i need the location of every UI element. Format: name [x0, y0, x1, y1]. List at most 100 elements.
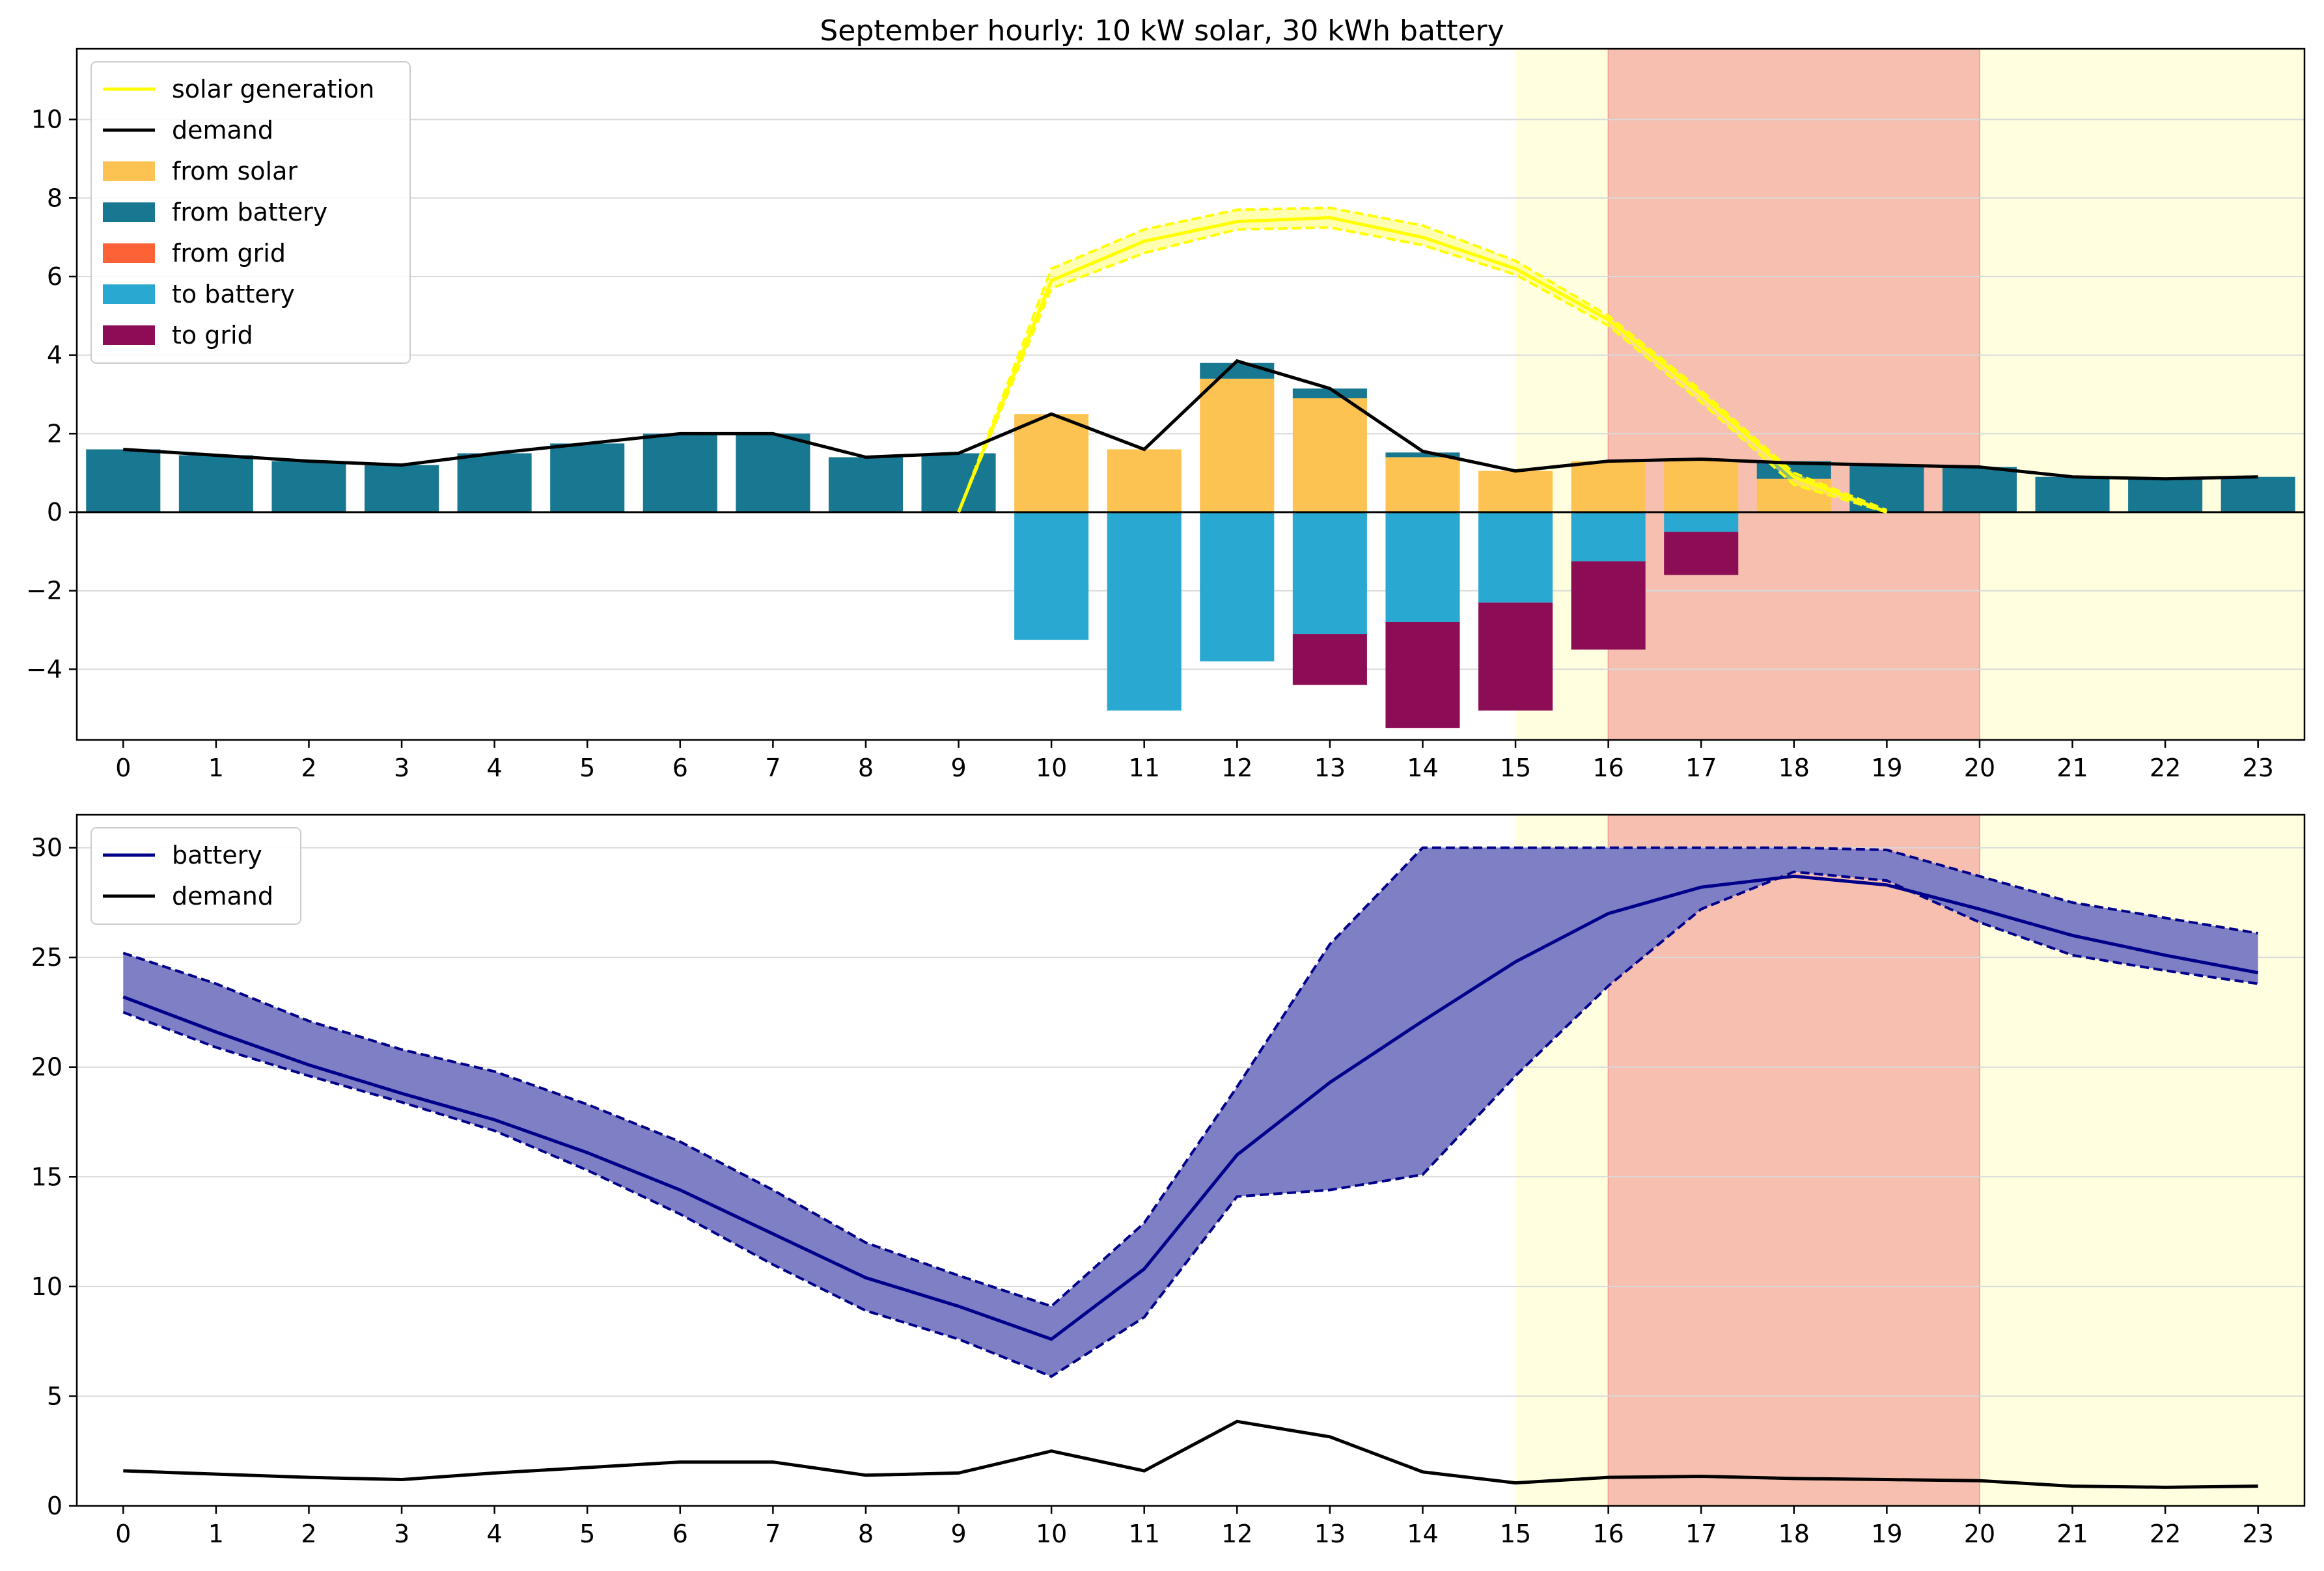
x-tick-label: 12	[1221, 1520, 1252, 1548]
legend-swatch-to-grid	[103, 325, 155, 345]
plot-area	[77, 49, 2304, 740]
legend-swatch-from-solar	[103, 161, 155, 181]
legend-label: solar generation	[172, 75, 374, 103]
x-tick-label: 1	[208, 754, 224, 782]
bar-from-battery	[550, 443, 625, 513]
bar-to-battery	[1014, 512, 1089, 640]
bar-from-solar	[1014, 414, 1089, 513]
x-tick-label: 0	[115, 754, 131, 782]
x-tick-label: 16	[1592, 1520, 1624, 1548]
y-tick-label: −2	[26, 577, 62, 605]
bar-from-solar	[1478, 471, 1553, 513]
line-battery	[122, 874, 2259, 1341]
bar-to-battery	[1200, 512, 1275, 662]
band-battery	[123, 847, 2258, 1377]
plot-area	[77, 815, 2304, 1506]
x-tick-label: 15	[1500, 754, 1531, 782]
bar-from-battery	[1385, 452, 1460, 458]
bar-from-solar	[1385, 457, 1460, 513]
bar-to-battery	[1478, 512, 1553, 603]
x-tick-label: 3	[394, 754, 409, 782]
x-tick-label: 3	[394, 1520, 409, 1548]
x-tick-label: 11	[1129, 754, 1160, 782]
x-tick-label: 22	[2150, 754, 2181, 782]
bar-to-battery	[1385, 512, 1460, 622]
bar-from-battery	[2128, 478, 2203, 513]
x-tick-label: 10	[1036, 1520, 1067, 1548]
bar-from-battery	[2035, 476, 2110, 513]
x-tick-label: 23	[2243, 1520, 2274, 1548]
bar-from-battery	[828, 457, 903, 513]
legend-label: battery	[172, 841, 262, 869]
line-demand	[123, 359, 2258, 481]
x-tick-label: 13	[1314, 1520, 1346, 1548]
x-tick-label: 16	[1592, 754, 1624, 782]
x-tick-label: 15	[1500, 1520, 1531, 1548]
figure-title: September hourly: 10 kW solar, 30 kWh ba…	[820, 14, 1504, 48]
x-tick-label: 6	[672, 1520, 688, 1548]
x-tick-label: 14	[1407, 754, 1438, 782]
bar-from-battery	[86, 449, 161, 513]
x-tick-label: 20	[1964, 754, 1995, 782]
x-tick-label: 7	[765, 754, 781, 782]
bar-to-battery	[1292, 512, 1367, 635]
axes-frame	[76, 813, 2306, 1507]
bar-to-grid	[1664, 532, 1739, 575]
bar-from-battery	[365, 465, 439, 513]
x-tick-label: 13	[1314, 754, 1346, 782]
band-solar-generation	[958, 208, 1887, 513]
bar-from-solar	[1292, 398, 1367, 513]
x-tick-label: 5	[579, 1520, 595, 1548]
y-tick-label: 10	[31, 105, 62, 134]
y-tick-label: 30	[31, 834, 62, 862]
x-tick-label: 4	[487, 1520, 503, 1548]
bar-from-solar	[1200, 378, 1275, 513]
y-tick-label: 15	[31, 1162, 62, 1191]
band-lower-solar-generation	[957, 226, 1887, 513]
x-tick-label: 18	[1778, 1520, 1810, 1548]
x-tick-label: 4	[487, 754, 503, 782]
x-tick-label: 11	[1129, 1520, 1160, 1548]
legend-box	[90, 827, 301, 925]
y-tick-label: 8	[47, 184, 62, 212]
line-demand	[123, 1419, 2258, 1489]
x-tick-label: 9	[950, 754, 966, 782]
bar-to-battery	[1571, 512, 1646, 562]
bar-from-solar	[1664, 459, 1739, 513]
legend-label: to battery	[172, 280, 295, 308]
x-tick-label: 20	[1964, 1520, 1995, 1548]
band-upper-battery	[122, 846, 2259, 1308]
bottom-panel-battery-state: 0 1 2 3 4 5 6 7 8 9 10 11 12 13 14 15 16 17 18 19 20 21 22 2305…	[31, 813, 2306, 1548]
bar-from-battery	[1200, 362, 1275, 379]
x-tick-label: 19	[1871, 1520, 1902, 1548]
x-tick-label: 19	[1871, 754, 1902, 782]
bar-from-battery	[643, 433, 717, 513]
y-tick-label: 0	[47, 498, 62, 526]
x-tick-label: 2	[301, 754, 316, 782]
bar-from-battery	[1942, 467, 2017, 513]
bar-to-battery	[1107, 512, 1182, 711]
x-tick-label: 21	[2056, 1520, 2088, 1548]
x-tick-label: 6	[672, 754, 688, 782]
x-tick-label: 17	[1685, 754, 1717, 782]
y-tick-label: 0	[47, 1492, 62, 1520]
x-tick-label: 12	[1221, 754, 1252, 782]
bar-to-grid	[1478, 602, 1553, 711]
x-tick-label: 18	[1778, 754, 1810, 782]
legend-swatch-from-battery	[103, 202, 155, 222]
bar-from-battery	[736, 433, 810, 513]
y-tick-label: −4	[26, 655, 62, 683]
axes-frame	[76, 48, 2306, 741]
x-tick-label: 2	[301, 1520, 316, 1548]
top-panel-energy-flows: 0 1 2 3 4 5 6 7 8 9 10 11 12 13 14 15 16 17 18 19 20 21 22 23−4…	[26, 48, 2306, 782]
y-tick-label: 4	[47, 341, 62, 370]
legend-label: from solar	[172, 157, 297, 185]
bar-from-battery	[921, 453, 996, 513]
bar-from-battery	[1292, 388, 1367, 399]
legend-label: from battery	[172, 198, 327, 226]
bar-from-battery	[178, 455, 253, 513]
x-tick-label: 7	[765, 1520, 781, 1548]
legend-label: to grid	[172, 321, 253, 349]
shaded-region-peak	[1608, 49, 1980, 740]
